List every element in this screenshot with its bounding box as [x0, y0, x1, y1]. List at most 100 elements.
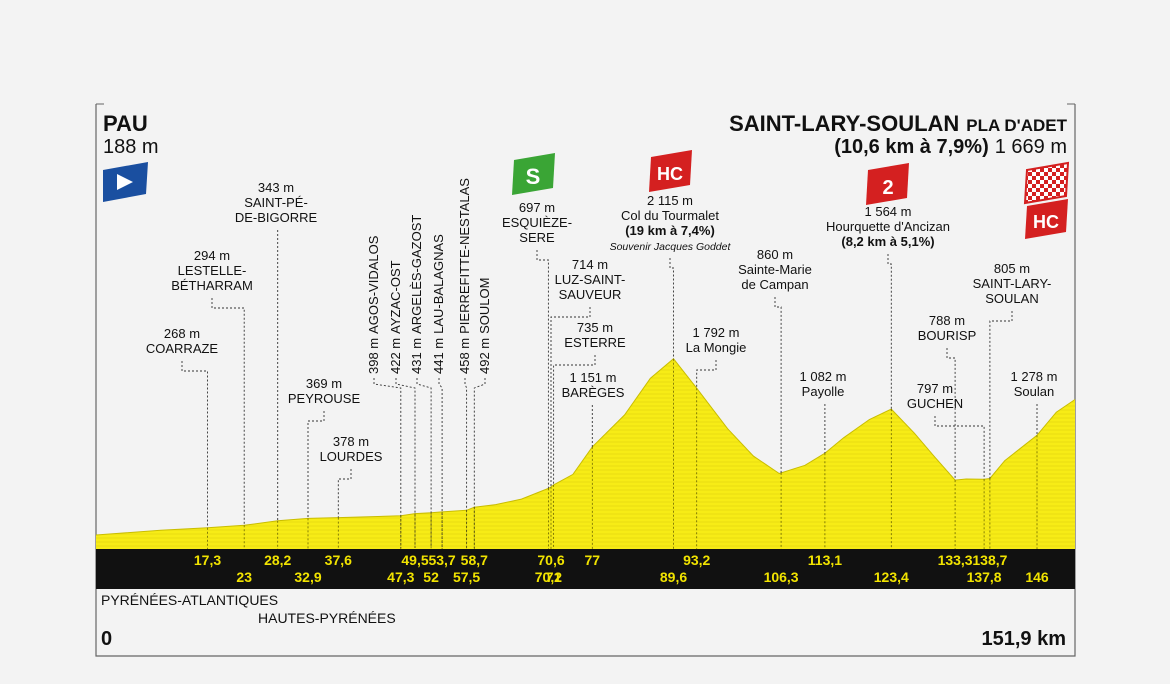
point-altitude: 268 m [164, 326, 200, 341]
point-altitude: 1 151 m [570, 370, 617, 385]
km-label: 52 [423, 569, 439, 585]
point-name: LOURDES [320, 449, 383, 464]
km-labels: 17,3 23 28,232,937,6 47,349,55253,757,558,7… [194, 552, 1049, 585]
point-label: 398 m AGOS-VIDALOS [366, 235, 381, 374]
point-name: PEYROUSE [288, 391, 361, 406]
point-name: BÉTHARRAM [171, 278, 253, 293]
km-label: 77 [585, 552, 601, 568]
sprint-badge-icon [512, 153, 555, 195]
point-label: 1 792 mLa Mongie [686, 325, 747, 355]
km-label: 138,7 [972, 552, 1007, 568]
point-name: AYZAC-OST [388, 260, 403, 333]
point-altitude: 788 m [929, 313, 965, 328]
km-label: 133,3 [938, 552, 973, 568]
km-label: 106,3 [764, 569, 799, 585]
km-label: 23 [236, 569, 252, 585]
start-altitude: 188 m [103, 136, 159, 158]
point-name: ESTERRE [564, 335, 626, 350]
point-name: Souvenir Jacques Goddet [610, 241, 732, 253]
km-label: 57,5 [453, 569, 480, 585]
point-name: LESTELLE- [178, 263, 247, 278]
km-label: 123,4 [874, 569, 909, 585]
finish-km: 151,9 km [981, 628, 1066, 650]
point-name: BOURISP [918, 328, 977, 343]
profile-outline [95, 357, 1076, 536]
point-name: (8,2 km à 5,1%) [841, 234, 934, 249]
km-label: 47,3 [387, 569, 414, 585]
point-altitude: 1 792 m [693, 325, 740, 340]
point-altitude: 1 082 m [800, 369, 847, 384]
point-altitude: 378 m [333, 434, 369, 449]
point-name: SAUVEUR [559, 287, 622, 302]
frame [95, 104, 1076, 657]
hc-badge-tourmalet: HC [649, 150, 692, 192]
point-altitude: 492 m [477, 338, 492, 374]
km-label: 17,3 [194, 552, 221, 568]
point-name: ARGELÈS-GAZOST [409, 215, 424, 334]
leader-lines [181, 230, 1038, 549]
point-name: PIERREFITTE-NESTALAS [457, 178, 472, 334]
hc-badge-finish: HC [1025, 199, 1068, 239]
finish-climb-line: (10,6 km à 7,9%) 1 669 m [834, 136, 1067, 158]
finish-altitude: 1 669 m [995, 136, 1067, 158]
cat2-badge-icon [866, 163, 909, 205]
point-name: Soulan [1014, 384, 1054, 399]
finish-flag-icon [1023, 161, 1070, 205]
point-name: BARÈGES [562, 385, 625, 400]
point-name: AGOS-VIDALOS [366, 235, 381, 334]
sprint-badge: S [512, 153, 555, 195]
point-name: Sainte-Marie [738, 262, 812, 277]
point-name: GUCHEN [907, 396, 963, 411]
point-label-text: 431 m ARGELÈS-GAZOST [409, 215, 424, 374]
km-label: 70,2 [535, 569, 562, 585]
km-label: 137,8 [967, 569, 1002, 585]
point-name: SAINT-PÉ- [244, 195, 308, 210]
point-label-text: 398 m AGOS-VIDALOS [366, 235, 381, 374]
point-altitude: 714 m [572, 257, 608, 272]
point-label-text: 422 m AYZAC-OST [388, 260, 403, 374]
sprint-badge-label: S [526, 164, 541, 189]
point-name: SERE [519, 230, 555, 245]
km-band [96, 549, 1075, 589]
point-altitude: 422 m [388, 338, 403, 374]
point-label: 441 m LAU-BALAGNAS [431, 234, 446, 374]
point-name: LUZ-SAINT- [555, 272, 626, 287]
point-altitude: 2 115 m [647, 193, 693, 208]
hc-finish-badge-label: HC [1033, 212, 1059, 232]
point-name: Col du Tourmalet [621, 208, 719, 223]
point-label-text: 458 m PIERREFITTE-NESTALAS [457, 178, 472, 374]
point-altitude: 441 m [431, 338, 446, 374]
hc-badge-icon [649, 150, 692, 192]
point-name: SAINT-LARY- [973, 276, 1052, 291]
start-km: 0 [101, 628, 112, 650]
km-label: 49,5 [401, 552, 428, 568]
km-label: 70,6 [537, 552, 564, 568]
point-name: SOULAN [985, 291, 1038, 306]
finish-name: SAINT-LARY-SOULAN [729, 111, 959, 136]
km-label: 28,2 [264, 552, 291, 568]
point-name: LAU-BALAGNAS [431, 234, 446, 334]
km-label: 113,1 [808, 552, 842, 568]
point-altitude: 860 m [757, 247, 793, 262]
point-altitude: 805 m [994, 261, 1030, 276]
point-name: Payolle [802, 384, 845, 399]
point-name: Hourquette d'Ancizan [826, 219, 950, 234]
point-altitude: 431 m [409, 338, 424, 374]
point-altitude: 458 m [457, 338, 472, 374]
finish-suffix: PLA D'ADET [966, 116, 1067, 135]
km-label: 32,9 [294, 569, 321, 585]
point-name: de Campan [741, 277, 808, 292]
